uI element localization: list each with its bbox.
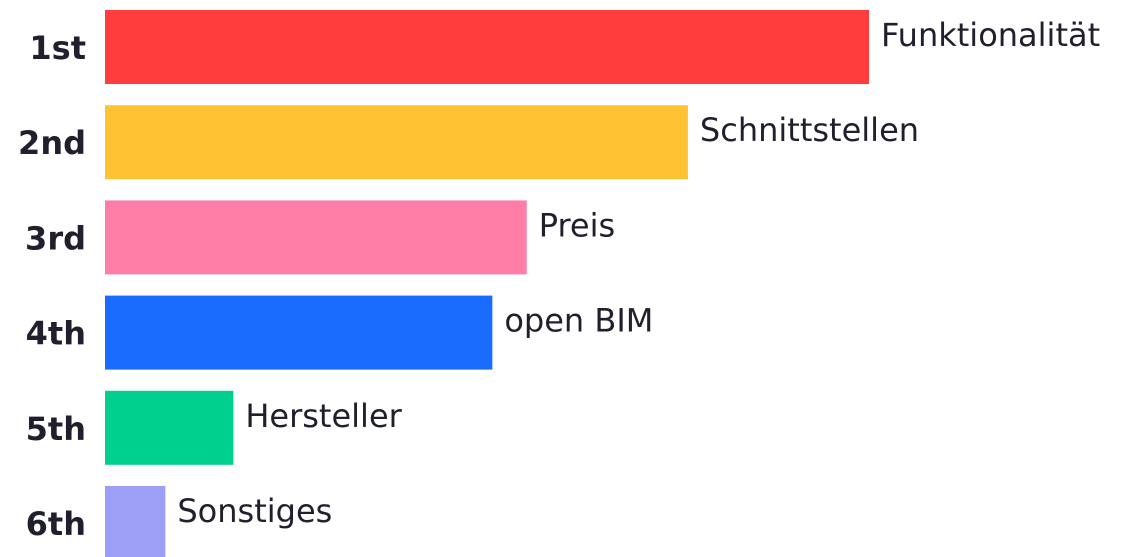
bar <box>105 200 527 275</box>
rank-label: 4th <box>26 315 86 353</box>
category-label: open BIM <box>504 302 653 340</box>
category-label: Sonstiges <box>177 492 332 530</box>
rank-label: 1st <box>29 29 86 67</box>
category-label: Schnittstellen <box>700 111 919 149</box>
bar <box>105 486 166 557</box>
category-label: Funktionalität <box>881 16 1100 54</box>
bar <box>105 390 234 465</box>
rank-label: 3rd <box>25 219 86 257</box>
rank-label: 5th <box>26 410 86 448</box>
rank-label: 6th <box>26 505 86 543</box>
bar <box>105 10 869 84</box>
category-label: Preis <box>539 206 615 244</box>
bar <box>105 105 688 180</box>
rank-label: 2nd <box>18 124 86 162</box>
category-label: Hersteller <box>245 397 402 435</box>
bar <box>105 295 493 370</box>
